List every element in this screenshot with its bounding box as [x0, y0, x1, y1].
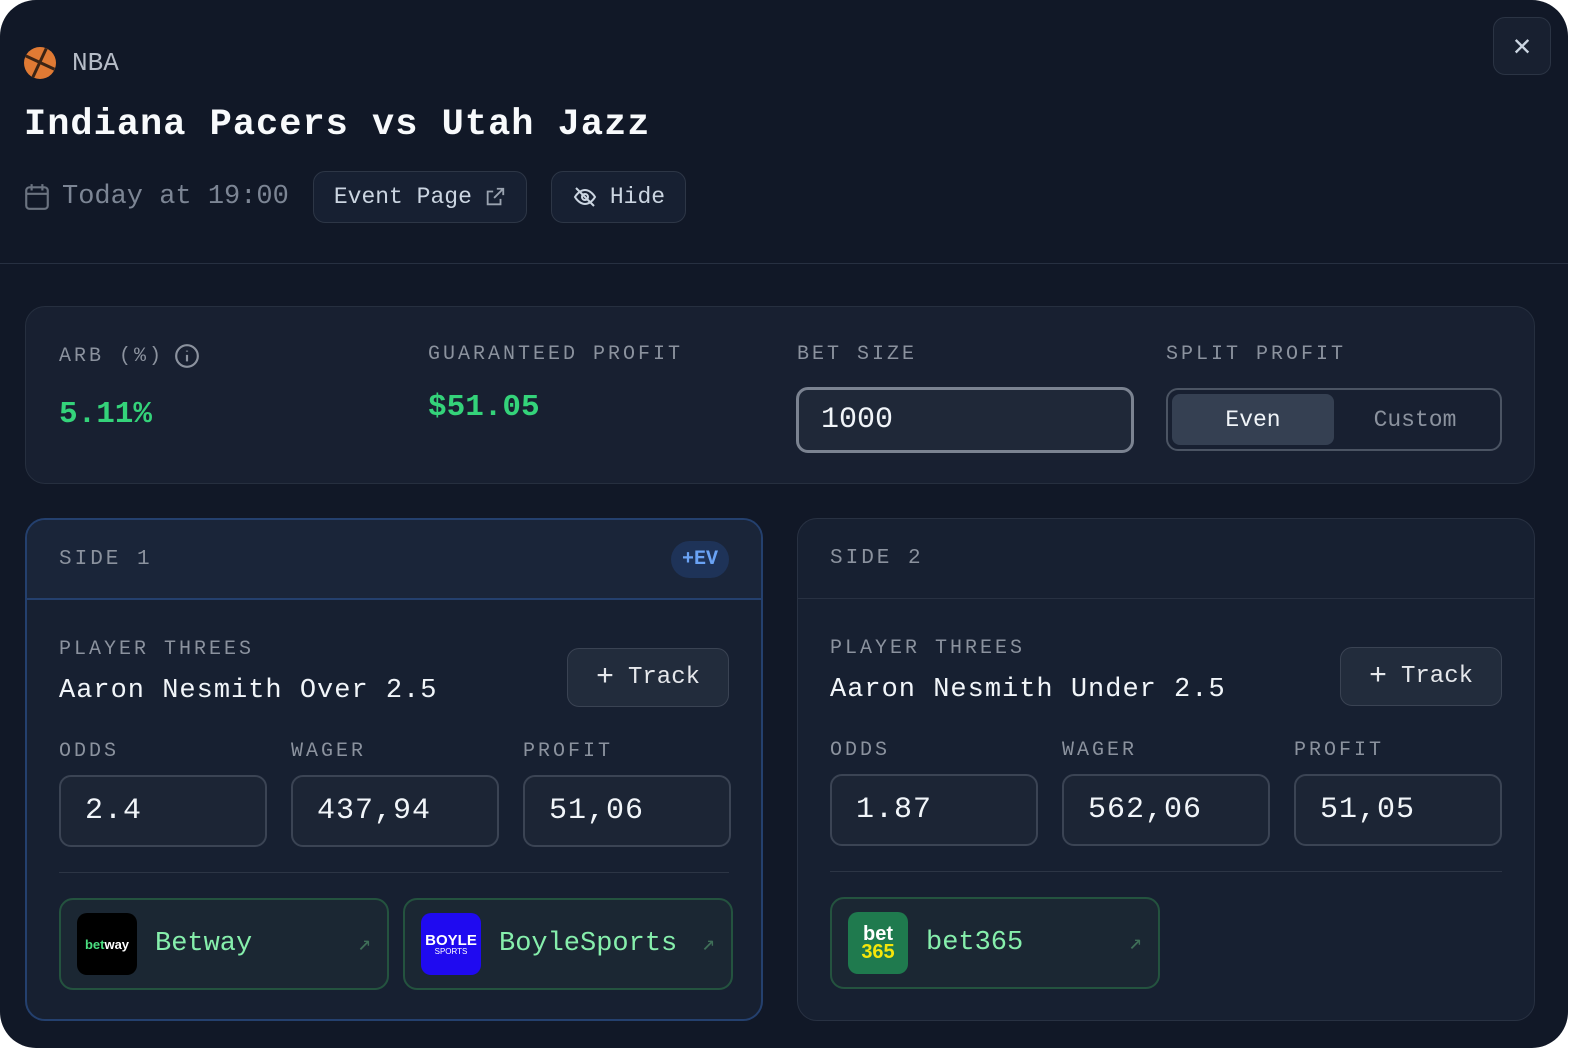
wager-input[interactable]: 562,06	[1062, 774, 1270, 846]
track-button[interactable]: + Track	[1340, 647, 1502, 706]
odds-input[interactable]: 1.87	[830, 774, 1038, 846]
external-link-icon	[486, 187, 505, 206]
bookmaker-bet365[interactable]: bet 365 bet365 ↗	[830, 897, 1160, 989]
profit-label: PROFIT	[1294, 739, 1385, 762]
bet-size-label: BET SIZE	[797, 343, 918, 366]
wager-label: WAGER	[1062, 739, 1138, 762]
league-name: NBA	[72, 48, 119, 78]
profit-input[interactable]: 51,05	[1294, 774, 1502, 846]
split-label: SPLIT PROFIT	[1166, 343, 1347, 366]
event-page-button[interactable]: Event Page	[312, 171, 527, 223]
calendar-icon	[25, 184, 49, 210]
profit-label: GUARANTEED PROFIT	[428, 343, 684, 366]
odds-label: ODDS	[830, 739, 891, 762]
external-link-icon: ↗	[701, 932, 715, 957]
bookmaker-name: Betway	[155, 929, 253, 959]
split-even-option[interactable]: Even	[1172, 394, 1334, 445]
stats-panel: ARB (%) 5.11% GUARANTEED PROFIT $51.05 B…	[25, 306, 1535, 484]
wager-label: WAGER	[291, 740, 367, 763]
bookmaker-boylesports[interactable]: BOYLE SPORTS BoyleSports ↗	[403, 898, 733, 990]
odds-input[interactable]: 2.4	[59, 775, 267, 847]
info-icon[interactable]	[174, 343, 200, 369]
plus-icon: +	[1368, 659, 1387, 694]
plus-icon: +	[595, 660, 614, 695]
selection: Aaron Nesmith Over 2.5	[59, 676, 438, 706]
external-link-icon: ↗	[1128, 931, 1142, 956]
close-button[interactable]: ✕	[1493, 17, 1551, 75]
side-title: SIDE 2	[830, 547, 924, 570]
split-profit-toggle: Even Custom	[1166, 388, 1502, 451]
bet365-logo: bet 365	[848, 912, 908, 974]
time-text: Today at 19:00	[62, 182, 289, 212]
eye-off-icon	[573, 187, 597, 207]
side-title: SIDE 1	[59, 547, 153, 571]
betway-logo: betway	[77, 913, 137, 975]
bookmaker-betway[interactable]: betway Betway ↗	[59, 898, 389, 990]
arb-value: 5.11%	[59, 397, 153, 432]
event-time: Today at 19:00	[24, 182, 289, 212]
profit-value: $51.05	[428, 390, 540, 425]
bookmaker-name: bet365	[926, 928, 1024, 958]
ev-badge: +EV	[670, 540, 729, 578]
divider	[830, 871, 1502, 872]
league: NBA	[24, 47, 119, 79]
market-label: PLAYER THREES	[59, 638, 255, 661]
basketball-icon	[24, 47, 56, 79]
arb-label: ARB (%)	[59, 344, 165, 368]
hide-label: Hide	[609, 184, 666, 210]
track-label: Track	[628, 664, 701, 691]
split-custom-option[interactable]: Custom	[1373, 406, 1457, 433]
track-label: Track	[1401, 663, 1474, 690]
profit-input[interactable]: 51,06	[523, 775, 731, 847]
odds-label: ODDS	[59, 740, 120, 763]
close-icon: ✕	[1512, 30, 1532, 65]
bookmaker-name: BoyleSports	[499, 929, 678, 959]
external-link-icon: ↗	[357, 932, 371, 957]
market-label: PLAYER THREES	[830, 637, 1026, 660]
wager-input[interactable]: 437,94	[291, 775, 499, 847]
hide-button[interactable]: Hide	[550, 171, 687, 223]
event-page-label: Event Page	[333, 184, 472, 210]
page-title: Indiana Pacers vs Utah Jazz	[24, 104, 651, 146]
side-1-card: SIDE 1 +EV PLAYER THREES Aaron Nesmith Ov…	[25, 518, 763, 1021]
side-2-card: SIDE 2 PLAYER THREES Aaron Nesmith Under…	[797, 518, 1535, 1021]
divider	[0, 263, 1568, 264]
boylesports-logo: BOYLE SPORTS	[421, 913, 481, 975]
divider	[59, 872, 729, 873]
selection: Aaron Nesmith Under 2.5	[830, 675, 1226, 705]
track-button[interactable]: + Track	[567, 648, 729, 707]
profit-label: PROFIT	[523, 740, 614, 763]
bet-size-input[interactable]: 1000	[796, 387, 1134, 453]
